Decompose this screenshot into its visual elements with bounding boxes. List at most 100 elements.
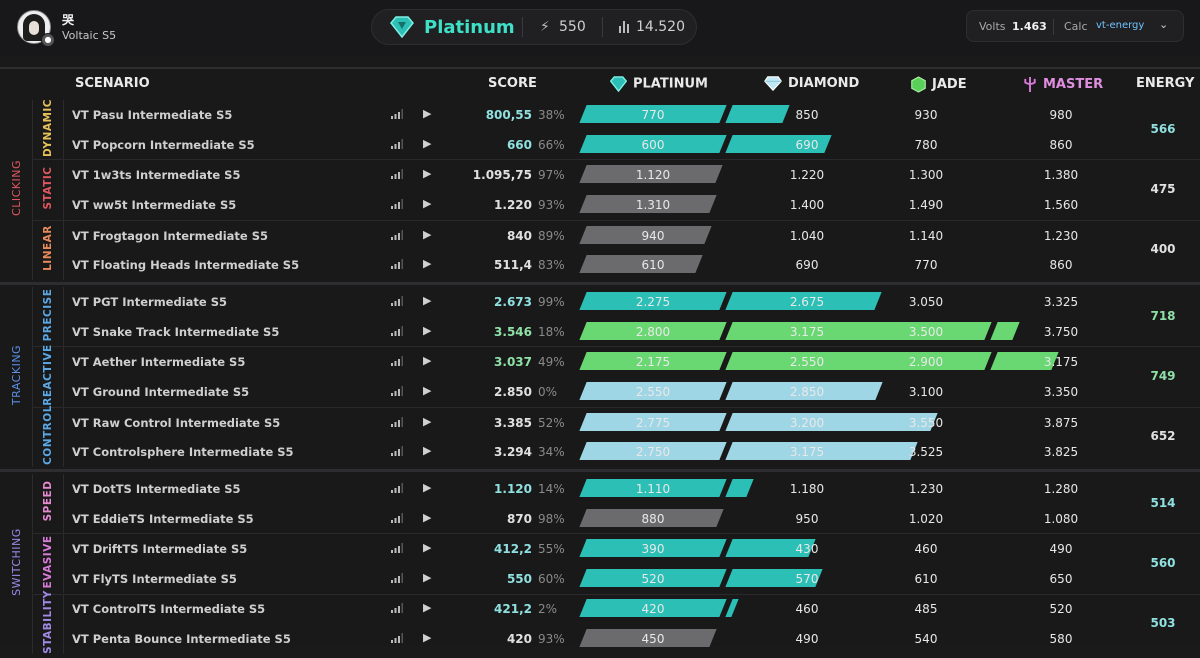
- play-icon[interactable]: ▶: [423, 167, 432, 181]
- subcategory-label: REACTIVE: [32, 344, 64, 407]
- scenario-name[interactable]: VT PGT Intermediate S5: [72, 294, 227, 309]
- play-icon[interactable]: ▶: [423, 601, 432, 615]
- difficulty-signal-icon: [391, 356, 403, 367]
- rank-threshold: 580: [1049, 632, 1073, 647]
- category-label: SWITCHING: [0, 474, 32, 655]
- scenario-row[interactable]: VT ControlTS Intermediate S5 ▶ 421,2 2%: [64, 594, 1200, 623]
- difficulty-signal-icon: [391, 109, 403, 119]
- play-icon[interactable]: ▶: [423, 323, 432, 337]
- difficulty-signal-icon: [391, 416, 403, 427]
- scenario-name[interactable]: VT Raw Control Intermediate S5: [72, 415, 281, 430]
- play-icon[interactable]: ▶: [423, 444, 432, 458]
- play-icon[interactable]: ▶: [423, 383, 432, 397]
- scenario-name[interactable]: VT FlyTS Intermediate S5: [72, 571, 237, 586]
- scenario-name[interactable]: VT Pasu Intermediate S5: [72, 108, 233, 122]
- scenario-name[interactable]: VT Popcorn Intermediate S5: [72, 137, 255, 152]
- scenario-row[interactable]: VT 1w3ts Intermediate S5 ▶ 1.095,75 97%: [64, 160, 1200, 189]
- subcategory-energy: 560: [1150, 555, 1176, 570]
- scenario-name[interactable]: VT DriftTS Intermediate S5: [72, 542, 248, 557]
- play-icon[interactable]: ▶: [423, 354, 432, 368]
- scenario-row[interactable]: VT FlyTS Intermediate S5 ▶ 550 60%: [64, 564, 1200, 593]
- rank-threshold: 1.490: [908, 198, 944, 212]
- rank-threshold: 1.180: [789, 481, 825, 496]
- scenario-row[interactable]: VT DriftTS Intermediate S5 ▶ 412,2 55%: [64, 534, 1200, 563]
- scenario-row[interactable]: VT Popcorn Intermediate S5 ▶ 660 66%: [64, 130, 1200, 159]
- play-icon[interactable]: ▶: [423, 414, 432, 428]
- subcategory-name: LINEAR: [42, 225, 54, 272]
- scenario-name[interactable]: VT Penta Bounce Intermediate S5: [72, 632, 291, 647]
- rank-threshold: 1.040: [789, 228, 825, 243]
- scenario-row[interactable]: VT Frogtagon Intermediate S5 ▶ 840 89%: [64, 221, 1200, 250]
- scenario-name[interactable]: VT Frogtagon Intermediate S5: [72, 228, 268, 243]
- subcategory-label: STATIC: [32, 160, 64, 220]
- scenario-row[interactable]: VT PGT Intermediate S5 ▶ 2.673 99%: [64, 287, 1200, 316]
- rank-threshold: 1.310: [635, 198, 671, 212]
- play-icon[interactable]: ▶: [423, 257, 432, 271]
- play-icon[interactable]: ▶: [423, 631, 432, 645]
- rank-threshold: 690: [795, 258, 819, 273]
- rank-threshold: 1.020: [908, 511, 944, 526]
- scenario-name[interactable]: VT Controlsphere Intermediate S5: [72, 445, 294, 460]
- play-icon[interactable]: ▶: [423, 107, 432, 120]
- header-diamond: DIAMOND: [764, 76, 859, 92]
- jade-gem-icon: [911, 76, 926, 93]
- scenario-row[interactable]: VT EddieTS Intermediate S5 ▶ 870 98%: [64, 504, 1200, 533]
- rank-threshold: 880: [641, 511, 665, 526]
- scenario-name[interactable]: VT Snake Track Intermediate S5: [72, 324, 280, 339]
- subcategory-name: STATIC: [42, 166, 54, 210]
- scenario-name[interactable]: VT Aether Intermediate S5: [72, 355, 246, 370]
- scenario-name[interactable]: VT ControlTS Intermediate S5: [72, 602, 266, 617]
- rank-summary: Platinum ⚡ 550 14.520: [371, 9, 697, 45]
- scenario-row[interactable]: VT Controlsphere Intermediate S5 ▶ 3.294 34…: [64, 437, 1200, 466]
- subcategory-name: STABILITY: [42, 590, 54, 654]
- chevron-down-icon[interactable]: ⌄: [1159, 18, 1169, 31]
- rank-progress-percent: 97%: [538, 168, 565, 183]
- calc-selector[interactable]: Volts 1.463 Calc vt-energy ⌄: [966, 10, 1184, 42]
- scenario-name[interactable]: VT DotTS Intermediate S5: [72, 481, 241, 496]
- divider: [522, 17, 523, 37]
- difficulty-signal-icon: [391, 633, 403, 644]
- rank-threshold: 2.775: [635, 415, 671, 430]
- rank-threshold: 3.825: [1043, 445, 1079, 460]
- volts-value: 1.463: [1012, 20, 1047, 33]
- row-divider: [32, 593, 1200, 595]
- scenario-name[interactable]: VT 1w3ts Intermediate S5: [72, 168, 241, 183]
- scenario-row[interactable]: VT Ground Intermediate S5 ▶ 2.850 0%: [64, 377, 1200, 406]
- scenario-row[interactable]: VT Pasu Intermediate S5 ▶ 800,55 38%: [64, 100, 1200, 129]
- rank-threshold: 3.100: [908, 384, 944, 399]
- avatar[interactable]: [17, 10, 51, 44]
- subcategory-energy: 475: [1150, 182, 1176, 196]
- play-icon[interactable]: ▶: [423, 227, 432, 241]
- scenario-score: 3.546: [494, 324, 532, 339]
- total-score: 14.520: [636, 19, 685, 35]
- volts-label: Volts: [979, 20, 1006, 33]
- play-icon[interactable]: ▶: [423, 480, 432, 494]
- subcategory-energy: 749: [1150, 368, 1176, 383]
- scenario-row[interactable]: VT Penta Bounce Intermediate S5 ▶ 420 93%: [64, 624, 1200, 653]
- scenario-name[interactable]: VT EddieTS Intermediate S5: [72, 511, 254, 526]
- rank-threshold: 650: [1049, 571, 1073, 586]
- play-icon[interactable]: ▶: [423, 510, 432, 524]
- rank-threshold: 1.140: [908, 228, 944, 243]
- scenario-row[interactable]: VT ww5t Intermediate S5 ▶ 1.220 93%: [64, 190, 1200, 219]
- calc-value[interactable]: vt-energy: [1096, 20, 1145, 31]
- scenario-name[interactable]: VT Floating Heads Intermediate S5: [72, 258, 300, 273]
- row-divider: [32, 406, 1200, 408]
- play-icon[interactable]: ▶: [423, 136, 432, 150]
- scenario-row[interactable]: VT Raw Control Intermediate S5 ▶ 3.385 52%: [64, 408, 1200, 437]
- subcategory-energy: 400: [1150, 242, 1176, 257]
- play-icon[interactable]: ▶: [423, 541, 432, 555]
- play-icon[interactable]: ▶: [423, 293, 432, 307]
- rank-threshold: 570: [795, 571, 819, 586]
- header-energy: ENERGY: [1136, 76, 1195, 91]
- play-icon[interactable]: ▶: [423, 570, 432, 584]
- difficulty-signal-icon: [391, 259, 403, 270]
- scenario-row[interactable]: VT Aether Intermediate S5 ▶ 3.037 49%: [64, 347, 1200, 376]
- scenario-name[interactable]: VT ww5t Intermediate S5: [72, 198, 237, 212]
- rank-threshold: 3.175: [789, 324, 825, 339]
- scenario-row[interactable]: VT DotTS Intermediate S5 ▶ 1.120 14%: [64, 474, 1200, 503]
- scenario-row[interactable]: VT Floating Heads Intermediate S5 ▶ 511,4 8…: [64, 250, 1200, 279]
- scenario-row[interactable]: VT Snake Track Intermediate S5 ▶ 3.546 18%: [64, 317, 1200, 346]
- play-icon[interactable]: ▶: [423, 197, 432, 210]
- scenario-name[interactable]: VT Ground Intermediate S5: [72, 384, 250, 399]
